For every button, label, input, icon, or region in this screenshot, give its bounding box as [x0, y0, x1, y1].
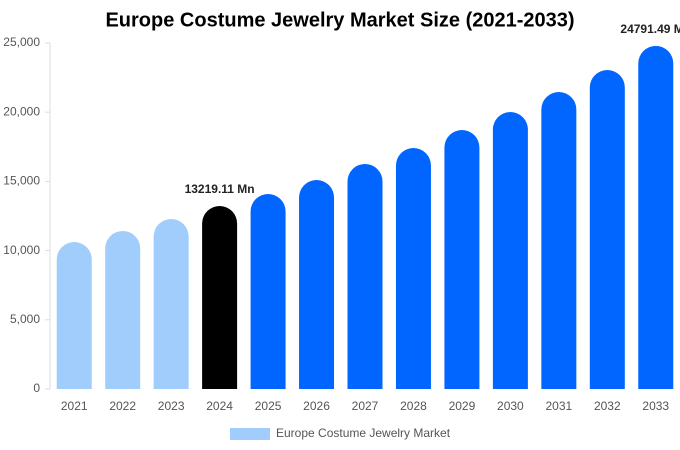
x-tick-label: 2030 [497, 399, 524, 413]
bar [492, 112, 528, 390]
bar [589, 69, 625, 389]
bar [56, 242, 92, 389]
y-tick-label: 25,000 [3, 35, 40, 49]
x-tick-label: 2028 [400, 399, 427, 413]
y-tick-label: 20,000 [3, 104, 40, 118]
legend-swatch [230, 428, 270, 440]
y-tick-label: 15,000 [3, 174, 40, 188]
x-tick-label: 2029 [449, 399, 476, 413]
bar [395, 148, 431, 389]
y-tick-label: 10,000 [3, 243, 40, 257]
bar [541, 92, 577, 390]
value-label: 13219.11 Mn [185, 182, 255, 196]
x-tick-label: 2025 [255, 399, 282, 413]
bar [153, 219, 189, 389]
value-label: 24791.49 Mn [620, 22, 680, 36]
x-tick-label: 2021 [61, 399, 88, 413]
bar [250, 194, 286, 389]
x-tick-label: 2033 [642, 399, 669, 413]
bar [202, 206, 238, 389]
chart-title: Europe Costume Jewelry Market Size (2021… [105, 9, 574, 31]
x-tick-label: 2022 [109, 399, 136, 413]
x-tick-label: 2023 [158, 399, 185, 413]
x-tick-label: 2026 [303, 399, 330, 413]
bar [638, 45, 674, 390]
legend-label: Europe Costume Jewelry Market [276, 426, 451, 440]
x-tick-label: 2024 [206, 399, 233, 413]
x-tick-label: 2032 [594, 399, 621, 413]
bar [105, 230, 141, 389]
x-tick-label: 2027 [352, 399, 379, 413]
bar [444, 130, 480, 390]
bar [299, 180, 335, 389]
bar [347, 163, 383, 389]
y-tick-label: 0 [33, 381, 40, 395]
y-tick-label: 5,000 [10, 312, 40, 326]
x-tick-label: 2031 [545, 399, 572, 413]
